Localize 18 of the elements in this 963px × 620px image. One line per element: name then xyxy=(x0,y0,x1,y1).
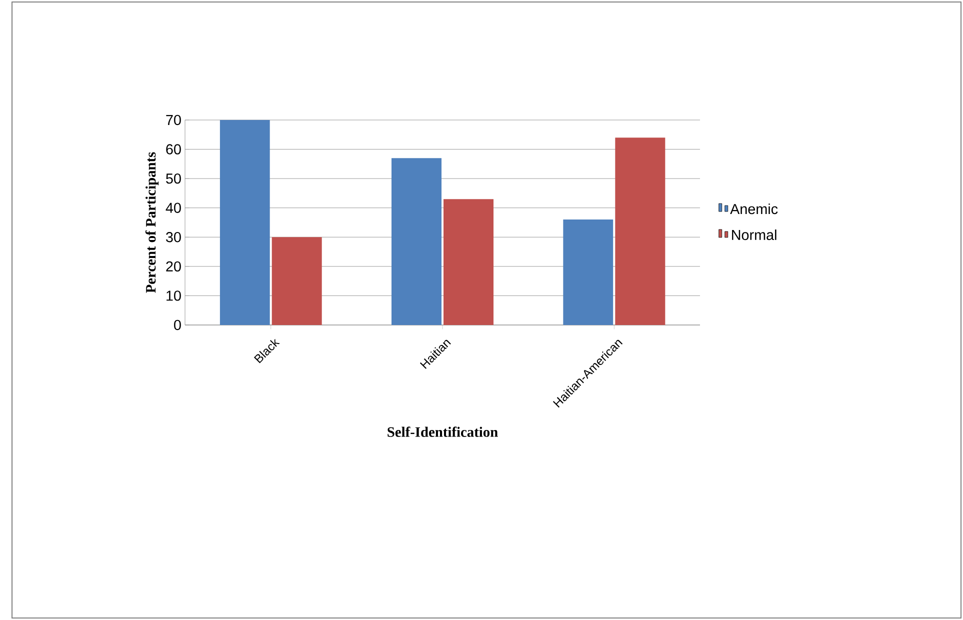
bar xyxy=(444,199,494,325)
y-tick-label: 20 xyxy=(166,261,181,272)
y-axis-title: Percent of Participants xyxy=(145,152,159,293)
y-tick-label: 50 xyxy=(166,173,181,184)
bar xyxy=(392,158,442,325)
bar xyxy=(220,120,270,325)
y-tick-label: 60 xyxy=(166,144,181,154)
bar xyxy=(615,138,666,325)
legend-label: Anemic xyxy=(730,204,778,214)
y-tick-label: 70 xyxy=(166,114,181,126)
y-tick-label: 40 xyxy=(166,202,181,213)
y-tick-label: 10 xyxy=(166,290,181,301)
x-axis-title: Self-Identification xyxy=(388,426,498,437)
y-tick-label: 30 xyxy=(166,232,181,242)
legend-label: Normal xyxy=(732,229,776,240)
y-tick-label: 0 xyxy=(174,320,181,330)
bar xyxy=(272,237,322,325)
bar xyxy=(563,220,614,325)
